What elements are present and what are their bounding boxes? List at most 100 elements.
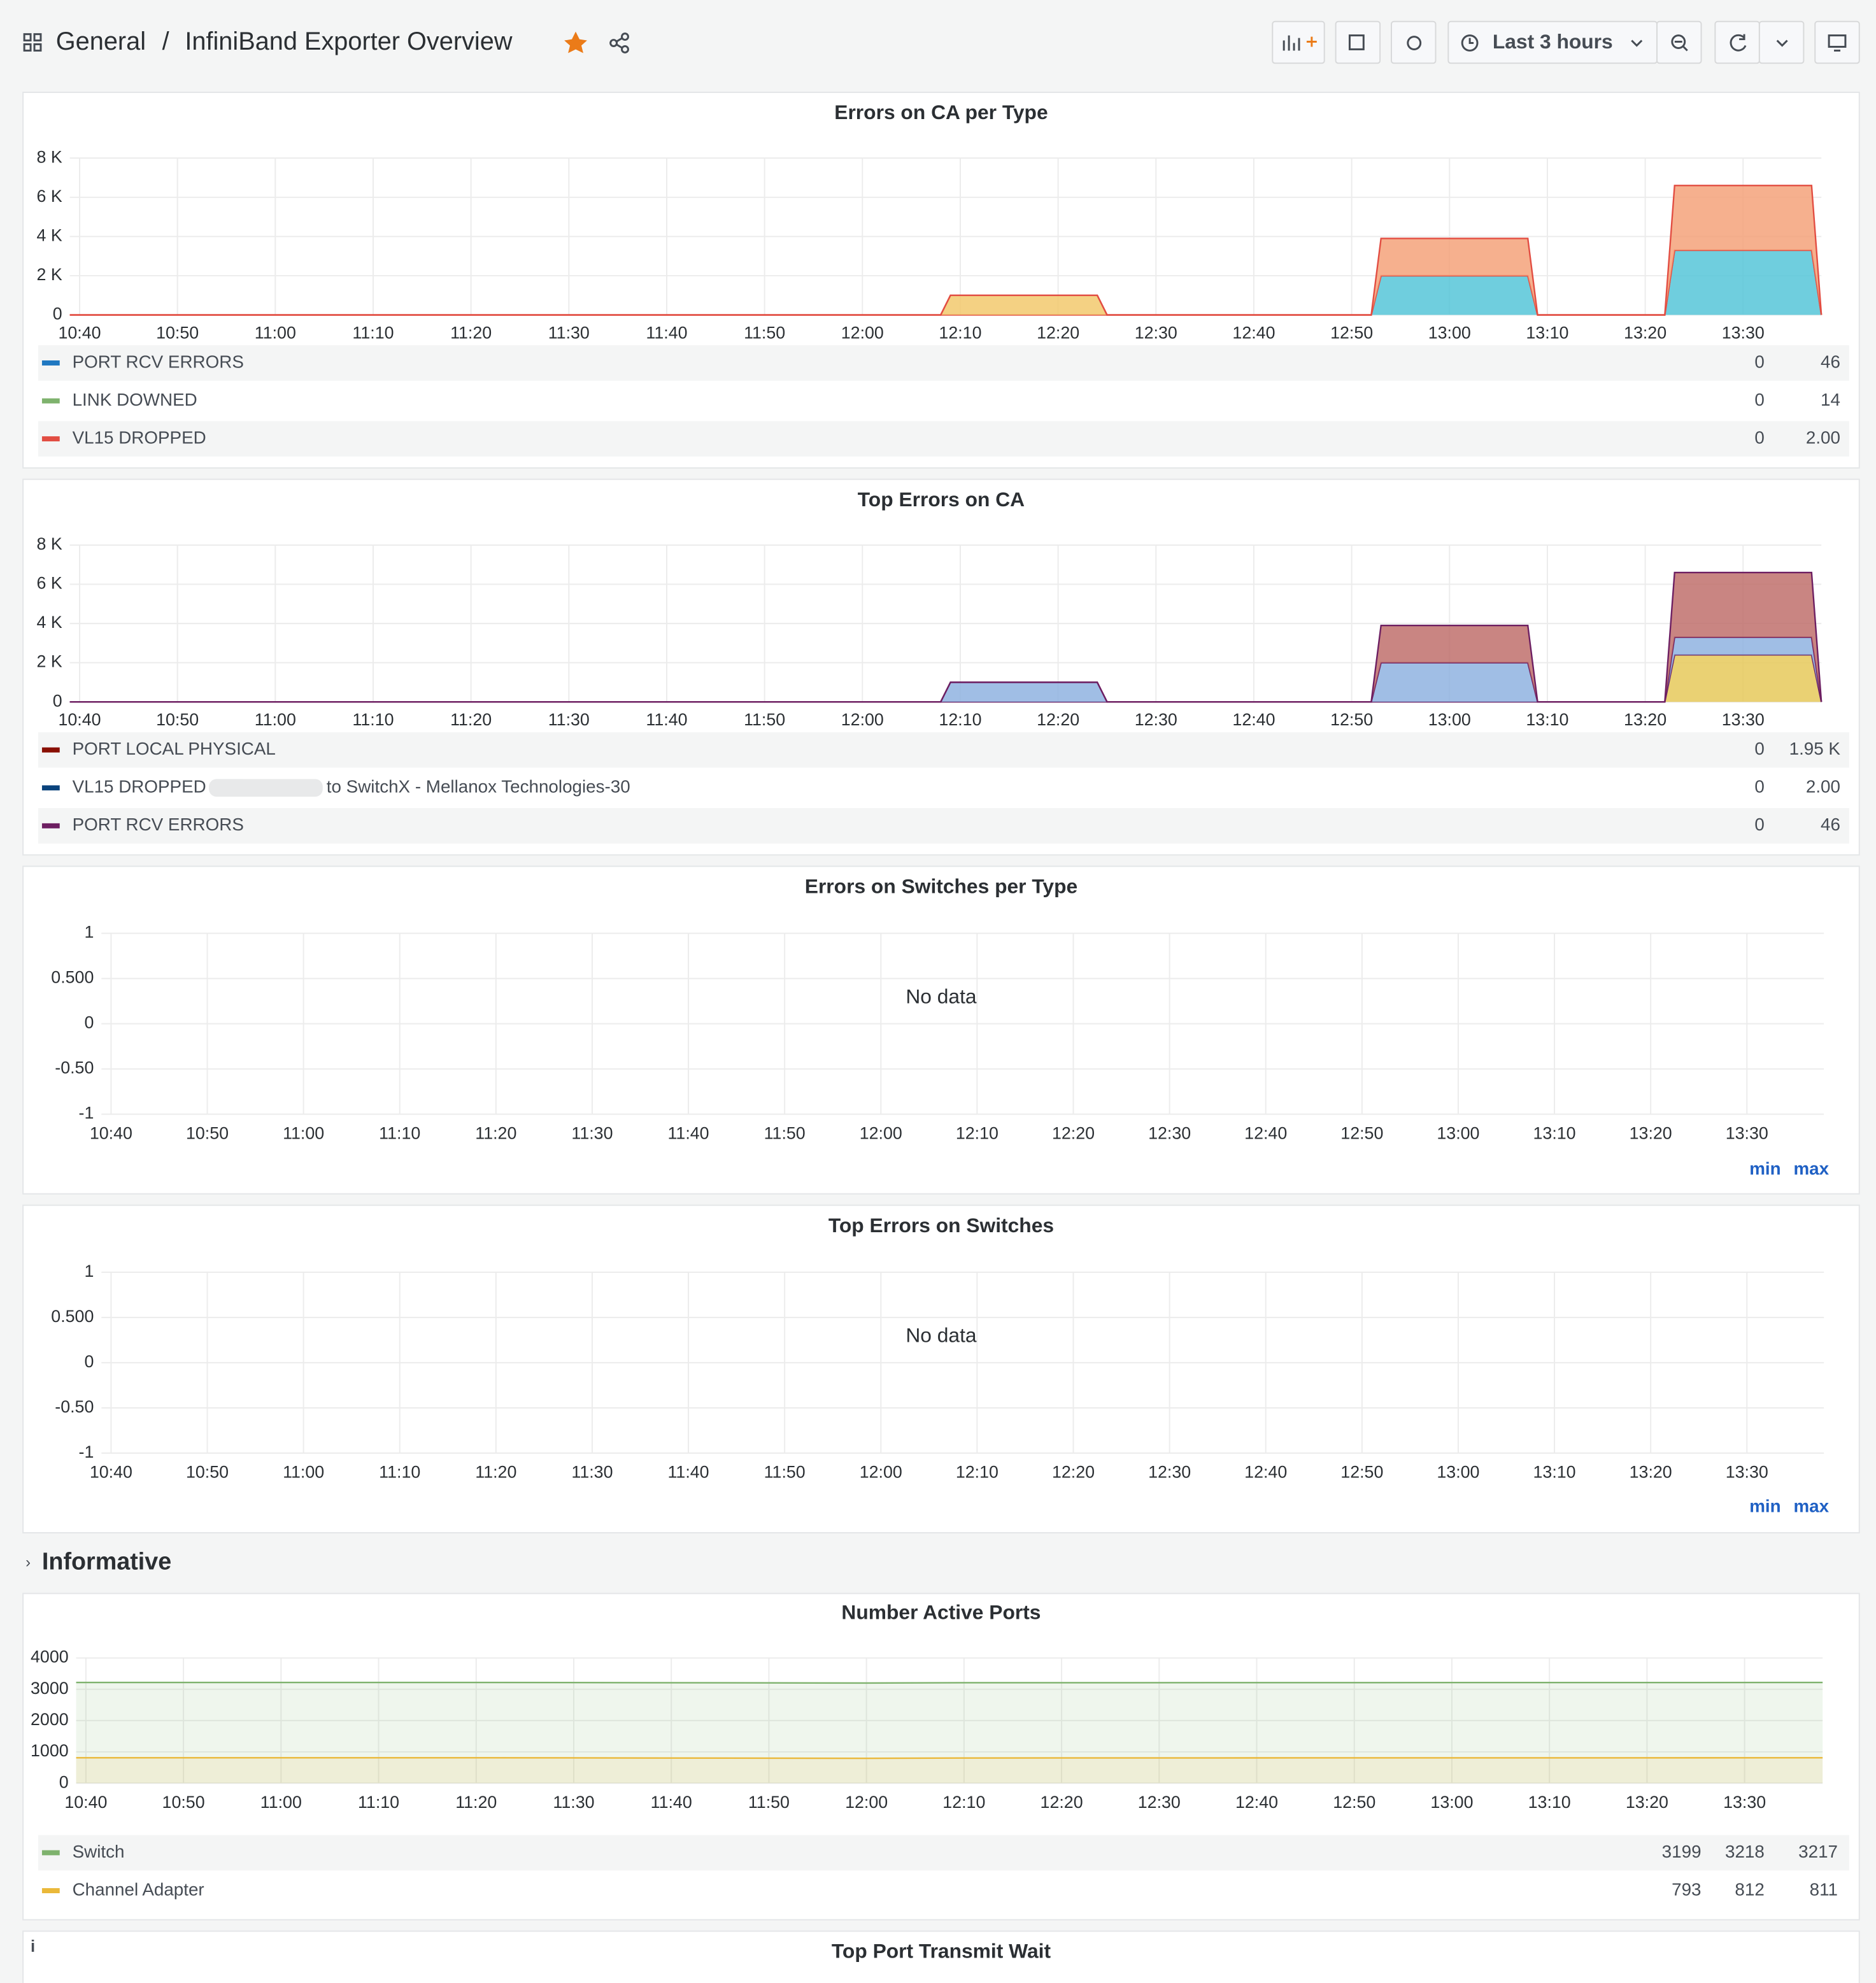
time-range[interactable]: Last 3 hours (1493, 30, 1613, 53)
y-tick-label: -0.50 (55, 1397, 94, 1416)
legend-link[interactable]: max (1793, 1158, 1829, 1178)
legend-row (38, 345, 1849, 381)
line (69, 571, 1823, 703)
x-tick-label: 11:40 (668, 1123, 709, 1142)
x-tick-label: 13:10 (1533, 1123, 1576, 1142)
x-tick-label: 13:30 (1723, 1793, 1766, 1812)
legend-value: 0 (1754, 352, 1764, 371)
panel (22, 865, 1860, 1195)
panel-title: Top Port Transmit Wait (832, 1940, 1051, 1963)
star-icon[interactable] (564, 31, 587, 53)
x-tick-label: 13:10 (1533, 1463, 1576, 1482)
x-tick-label: 11:20 (450, 323, 492, 342)
x-tick-label: 11:30 (548, 323, 590, 342)
x-tick-label: 13:20 (1624, 323, 1666, 342)
x-tick-label: 12:00 (845, 1793, 888, 1812)
x-tick-label: 11:30 (548, 710, 590, 729)
info-icon[interactable]: i (31, 1938, 35, 1956)
line (76, 1681, 1823, 1684)
x-tick-label: 10:50 (186, 1463, 229, 1482)
legend-swatch (41, 1850, 60, 1856)
save-button[interactable] (1335, 20, 1381, 64)
legend-value: 14 (1821, 390, 1840, 409)
x-tick-label: 12:50 (1340, 1463, 1383, 1482)
panel (22, 1204, 1860, 1533)
legend-value: 812 (1735, 1879, 1764, 1899)
x-tick-label: 11:40 (651, 1793, 692, 1812)
x-tick-label: 10:40 (64, 1793, 107, 1812)
refresh-button[interactable] (1714, 20, 1760, 64)
y-tick-label: 8 K (36, 147, 62, 166)
x-tick-label: 11:20 (450, 710, 492, 729)
x-tick-label: 11:00 (255, 710, 296, 729)
y-tick-label: 0 (84, 1352, 94, 1371)
x-tick-label: 13:00 (1428, 710, 1471, 729)
legend-value: 46 (1821, 352, 1840, 371)
y-tick-label: 6 K (36, 574, 62, 593)
breadcrumb[interactable]: General (56, 27, 146, 55)
legend-value: 0 (1754, 427, 1764, 447)
legend-value: 3218 (1725, 1842, 1765, 1861)
y-tick-label: 8 K (36, 534, 62, 553)
x-tick-label: 13:00 (1430, 1793, 1473, 1812)
x-tick-label: 12:40 (1232, 323, 1275, 342)
x-tick-label: 11:50 (744, 710, 785, 729)
grid-icon[interactable] (23, 33, 42, 52)
x-tick-label: 11:50 (748, 1793, 790, 1812)
row-title[interactable]: Informative (42, 1548, 171, 1575)
x-tick-label: 11:10 (358, 1793, 399, 1812)
legend-row (38, 1835, 1849, 1871)
legend-name: PORT RCV ERRORS (73, 352, 244, 371)
legend-value: 2.00 (1806, 777, 1840, 797)
x-tick-label: 12:40 (1244, 1123, 1287, 1142)
y-tick-label: 0 (53, 691, 62, 710)
x-tick-label: 11:20 (455, 1793, 497, 1812)
x-tick-label: 13:30 (1722, 710, 1765, 729)
x-tick-label: 13:30 (1726, 1463, 1768, 1482)
x-tick-label: 12:10 (942, 1793, 985, 1812)
legend-value: 1.95 K (1789, 739, 1841, 758)
x-tick-label: 13:30 (1722, 323, 1765, 342)
y-tick-label: 0.500 (51, 968, 94, 987)
x-tick-label: 12:00 (841, 710, 884, 729)
legend-link[interactable]: max (1793, 1496, 1829, 1516)
tv-mode-button[interactable] (1814, 20, 1860, 64)
refresh-interval[interactable] (1758, 20, 1805, 64)
y-tick-label: 2000 (31, 1710, 69, 1729)
legend-link[interactable]: min (1749, 1496, 1780, 1516)
x-tick-label: 12:20 (1052, 1123, 1095, 1142)
settings-button[interactable] (1390, 20, 1437, 64)
legend-name: LINK DOWNED (73, 390, 197, 409)
x-tick-label: 12:20 (1037, 323, 1079, 342)
x-tick-label: 11:00 (283, 1123, 324, 1142)
x-tick-label: 13:20 (1626, 1793, 1668, 1812)
area (69, 250, 1822, 315)
x-tick-label: 12:30 (1135, 323, 1177, 342)
legend-swatch (41, 823, 60, 828)
legend-value: 0 (1754, 390, 1764, 409)
panel (22, 91, 1860, 469)
x-tick-label: 10:50 (156, 710, 199, 729)
x-tick-label: 10:40 (90, 1123, 132, 1142)
x-tick-label: 12:10 (939, 323, 981, 342)
y-tick-label: 4000 (31, 1647, 69, 1667)
x-tick-label: 12:20 (1052, 1463, 1095, 1482)
area (69, 572, 1822, 702)
share-icon[interactable] (609, 32, 629, 53)
area (69, 637, 1822, 702)
collapse-caret[interactable]: › (25, 1554, 31, 1571)
x-tick-label: 11:40 (646, 710, 687, 729)
x-tick-label: 11:30 (571, 1123, 613, 1142)
x-tick-label: 11:00 (283, 1463, 324, 1482)
x-tick-label: 12:00 (841, 323, 884, 342)
legend-value: 3217 (1798, 1842, 1838, 1861)
y-tick-label: 1 (84, 1262, 94, 1281)
x-tick-label: 11:00 (255, 323, 296, 342)
x-tick-label: 10:50 (186, 1123, 229, 1142)
panel-title: Number Active Ports (841, 1600, 1041, 1623)
legend-name: PORT RCV ERRORS (73, 814, 244, 834)
x-tick-label: 12:30 (1135, 710, 1177, 729)
y-tick-label: 0.500 (51, 1307, 94, 1326)
legend-link[interactable]: min (1749, 1158, 1780, 1178)
